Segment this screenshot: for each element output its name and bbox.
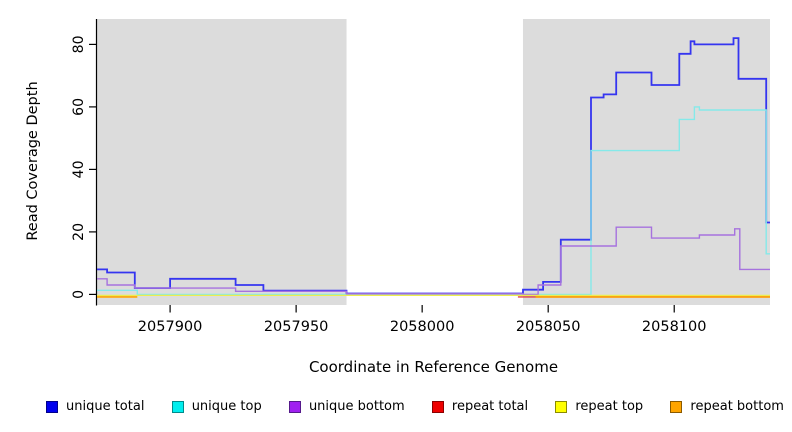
legend-item-unique-bottom: unique bottom [288,399,405,414]
legend-label: repeat total [451,399,529,414]
legend-label: unique top [191,399,262,414]
legend-label: repeat bottom [690,399,784,414]
x-tick-label: 2057950 [264,319,329,335]
y-tick-label: 60 [71,98,87,116]
x-tick-label: 2057900 [138,319,203,335]
legend-swatch-unique-top [171,400,184,413]
legend-swatch-unique-bottom [288,400,301,413]
legend-item-repeat-bottom: repeat bottom [670,399,784,414]
x-tick-label: 2058000 [390,319,455,335]
legend-item-repeat-total: repeat total [431,399,529,414]
legend: unique total unique top unique bottom re… [46,399,784,414]
x-tick-label: 2058050 [516,319,581,335]
y-tick-label: 20 [71,223,87,241]
y-axis-title: Read Coverage Depth [25,81,41,241]
legend-item-unique-top: unique top [171,399,262,414]
legend-item-repeat-top: repeat top [555,399,643,414]
legend-swatch-unique-total [46,400,58,413]
legend-label: unique total [66,399,145,414]
legend-swatch-repeat-top [555,400,568,413]
y-tick-label: 0 [71,290,87,299]
series-line-unique-bottom [97,226,770,296]
x-axis-title: Coordinate in Reference Genome [308,358,559,376]
y-tick-label: 80 [71,35,87,53]
series-line-unique-top [97,106,770,296]
shaded-region [522,19,770,305]
y-tick-label: 40 [71,160,87,178]
legend-swatch-repeat-bottom [670,400,683,413]
legend-label: unique bottom [308,399,405,414]
legend-label: repeat top [575,399,644,414]
legend-swatch-repeat-total [431,400,444,413]
legend-item-unique-total: unique total [46,399,144,414]
x-tick-label: 2058100 [642,319,707,335]
shaded-region [97,19,347,305]
